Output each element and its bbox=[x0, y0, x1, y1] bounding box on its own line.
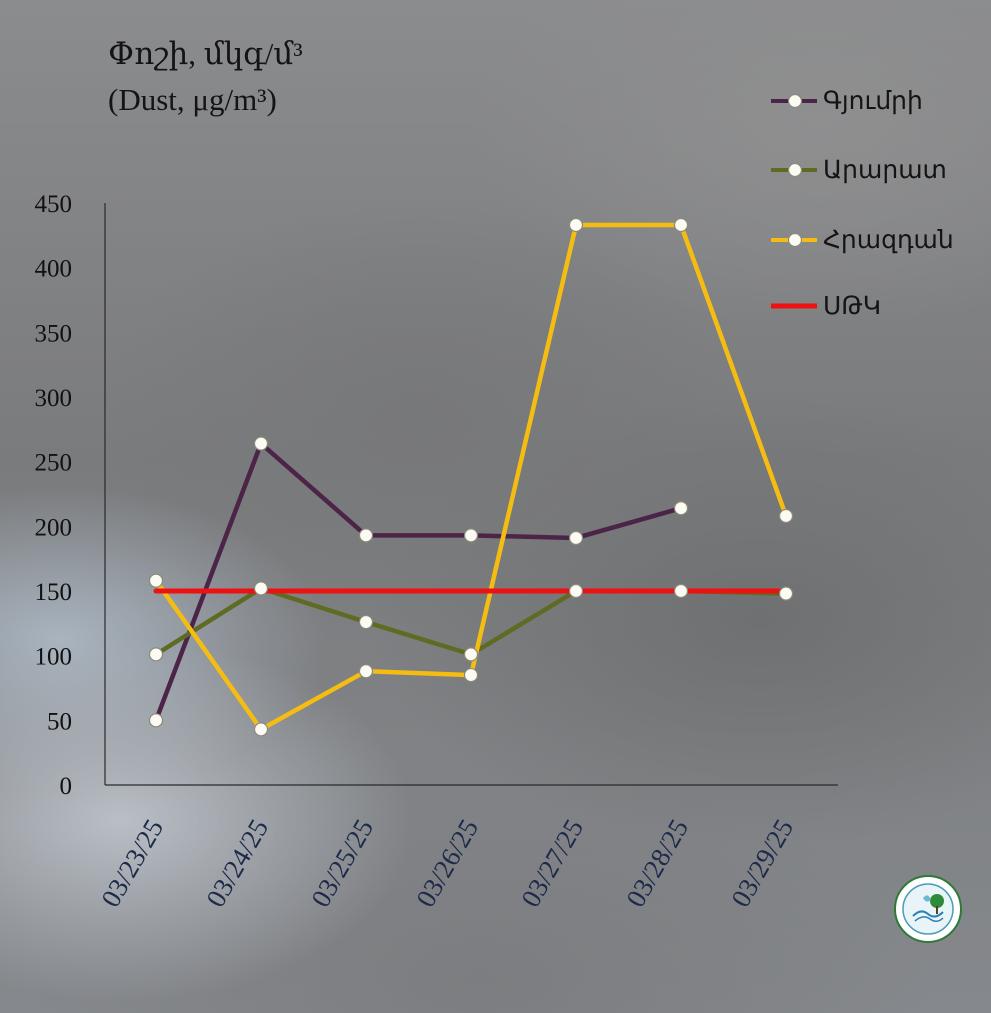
data-point-0-2 bbox=[358, 528, 374, 543]
data-point-1-1 bbox=[253, 581, 269, 596]
data-point-1-0 bbox=[148, 647, 164, 662]
data-point-1-6 bbox=[778, 586, 794, 601]
x-tick-label: 03/23/25 bbox=[95, 814, 169, 912]
y-tick-label: 150 bbox=[35, 579, 73, 606]
data-point-2-3 bbox=[463, 667, 479, 683]
legend-marker-2 bbox=[787, 232, 803, 248]
y-axis-ticks: 0 50 100 150 200 250 300 350 400 450 bbox=[35, 191, 73, 800]
data-point-0-1 bbox=[253, 436, 269, 451]
legend-marker-0 bbox=[787, 93, 803, 109]
data-point-0-4 bbox=[568, 530, 584, 546]
legend-label-1: Արարատ bbox=[823, 157, 947, 184]
legend-label-3: ՍԹԿ bbox=[823, 293, 881, 320]
organization-logo bbox=[893, 874, 963, 944]
x-tick-label: 03/26/25 bbox=[410, 814, 484, 912]
data-point-1-2 bbox=[358, 614, 374, 630]
series-line-0 bbox=[153, 441, 682, 722]
chart-subtitle: (Dust, μg/m³) bbox=[108, 82, 277, 117]
y-tick-label: 300 bbox=[35, 385, 73, 412]
data-point-2-2 bbox=[358, 664, 374, 679]
x-axis-ticks: 03/23/25 03/24/25 03/25/25 03/26/25 03/27/25… bbox=[95, 814, 799, 912]
y-tick-label: 450 bbox=[35, 191, 73, 218]
legend: Գյումրի Արարատ Հրազդան ՍԹԿ bbox=[771, 88, 954, 320]
data-point-1-3 bbox=[463, 647, 479, 662]
data-point-2-6 bbox=[778, 508, 794, 524]
series-line-1 bbox=[154, 586, 787, 657]
legend-label-2: Հրազդան bbox=[823, 227, 954, 254]
data-point-2-5 bbox=[673, 217, 689, 233]
x-tick-label: 03/25/25 bbox=[305, 814, 379, 912]
y-tick-label: 50 bbox=[47, 708, 72, 735]
y-tick-label: 350 bbox=[35, 320, 73, 347]
chart-title: Փոշի, մկգ/մ³ bbox=[108, 36, 303, 71]
x-tick-label: 03/27/25 bbox=[515, 814, 589, 912]
axes bbox=[104, 203, 838, 786]
y-tick-label: 400 bbox=[35, 256, 73, 283]
data-point-2-0 bbox=[148, 573, 164, 588]
y-tick-label: 0 bbox=[60, 773, 73, 800]
x-tick-label: 03/28/25 bbox=[620, 814, 694, 912]
y-tick-label: 100 bbox=[35, 644, 73, 671]
series-markers bbox=[148, 217, 794, 737]
x-tick-label: 03/24/25 bbox=[200, 814, 274, 912]
data-point-0-0 bbox=[148, 713, 164, 728]
legend-marker-1 bbox=[787, 162, 803, 178]
x-tick-label: 03/29/25 bbox=[725, 814, 799, 912]
data-point-1-4 bbox=[568, 583, 584, 599]
y-tick-label: 200 bbox=[35, 514, 73, 541]
y-tick-label: 250 bbox=[35, 450, 73, 477]
data-point-1-5 bbox=[673, 583, 689, 599]
data-point-0-5 bbox=[673, 501, 689, 516]
data-point-2-1 bbox=[253, 722, 269, 737]
data-point-0-3 bbox=[463, 528, 479, 543]
data-point-2-4 bbox=[568, 217, 584, 233]
legend-label-0: Գյումրի bbox=[823, 88, 923, 115]
